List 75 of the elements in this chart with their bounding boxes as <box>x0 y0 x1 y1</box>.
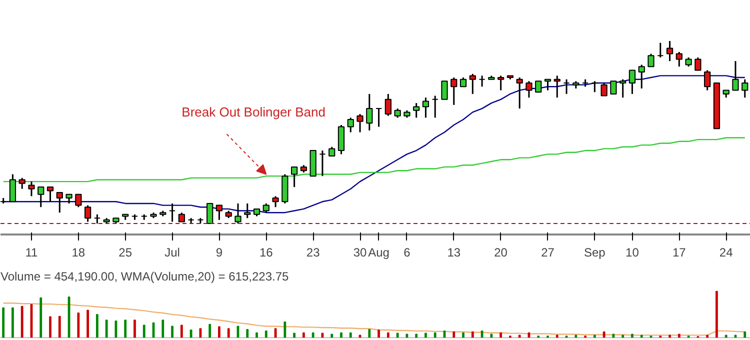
candlestick <box>94 214 100 224</box>
candlestick <box>38 186 44 208</box>
candlestick <box>375 108 382 128</box>
candlestick <box>28 180 35 197</box>
candlestick <box>469 73 476 95</box>
candlestick <box>628 69 636 95</box>
chart-title: Volume = 454,190.00, WMA(Volume,20) = 615,223.75 <box>0 270 290 284</box>
candlestick <box>366 93 373 132</box>
candlestick <box>666 40 674 62</box>
candlestick <box>84 204 92 222</box>
candlestick <box>676 51 682 68</box>
candlestick <box>563 78 570 95</box>
candlestick <box>610 80 617 94</box>
x-tick-label: Aug <box>368 246 390 260</box>
candlestick <box>497 74 504 92</box>
candlestick <box>178 212 185 222</box>
x-tick-label: 6 <box>404 246 411 260</box>
x-tick-label: 17 <box>672 246 686 260</box>
candlestick <box>478 74 486 88</box>
x-tick-label: 25 <box>118 246 132 260</box>
candlestick <box>742 78 748 98</box>
candlestick <box>591 80 598 93</box>
candlestick <box>384 93 392 117</box>
candlestick <box>694 56 702 71</box>
candlestick <box>526 80 532 98</box>
x-tick-label: 30 <box>353 246 368 260</box>
candlestick <box>272 195 279 208</box>
candlestick <box>648 53 654 68</box>
candlestick <box>554 74 560 98</box>
candlestick <box>56 192 63 214</box>
x-tick-label: 24 <box>719 246 734 260</box>
candlestick <box>319 150 326 177</box>
candlestick <box>432 95 438 118</box>
candlestick <box>234 202 242 224</box>
x-tick-label: 13 <box>447 246 461 260</box>
x-tick-label: 9 <box>216 246 223 260</box>
candlestick <box>394 108 401 118</box>
candlestick <box>600 82 608 97</box>
candlestick <box>347 116 354 134</box>
candlestick <box>46 186 54 202</box>
candlestick <box>206 202 214 224</box>
x-tick-label: 20 <box>494 246 508 260</box>
candlestick <box>216 204 223 221</box>
candlestick <box>75 194 82 208</box>
candlestick <box>168 202 176 222</box>
candlestick <box>66 194 72 204</box>
candlestick <box>704 69 711 92</box>
x-tick-label: Sep <box>584 246 606 260</box>
candlestick <box>356 113 364 134</box>
candlestick <box>657 42 664 58</box>
candlestick <box>638 64 645 90</box>
x-tick-label: 16 <box>259 246 274 260</box>
candlestick <box>516 76 523 110</box>
candlestick <box>244 202 251 219</box>
candlestick <box>422 96 430 118</box>
x-tick-label: 27 <box>541 246 555 260</box>
candlestick <box>732 60 739 92</box>
x-tick-label: Jul <box>164 246 180 260</box>
candlestick <box>441 80 448 100</box>
x-tick-label: 23 <box>306 246 320 260</box>
x-tick-label: 18 <box>72 246 86 260</box>
candlestick <box>535 80 542 93</box>
candlestick <box>620 78 626 98</box>
candlestick <box>450 76 458 106</box>
annotation: Break Out Bolinger Band <box>182 104 326 120</box>
candlestick <box>460 76 467 88</box>
x-tick-label: 11 <box>25 246 38 260</box>
candlestick <box>413 102 420 118</box>
candlestick <box>338 124 345 155</box>
x-tick-label: 10 <box>626 246 640 260</box>
candlestick <box>685 56 692 68</box>
candlestick <box>328 146 336 157</box>
candlestick <box>18 177 26 190</box>
candlestick <box>262 202 270 214</box>
candlestick <box>544 78 552 92</box>
